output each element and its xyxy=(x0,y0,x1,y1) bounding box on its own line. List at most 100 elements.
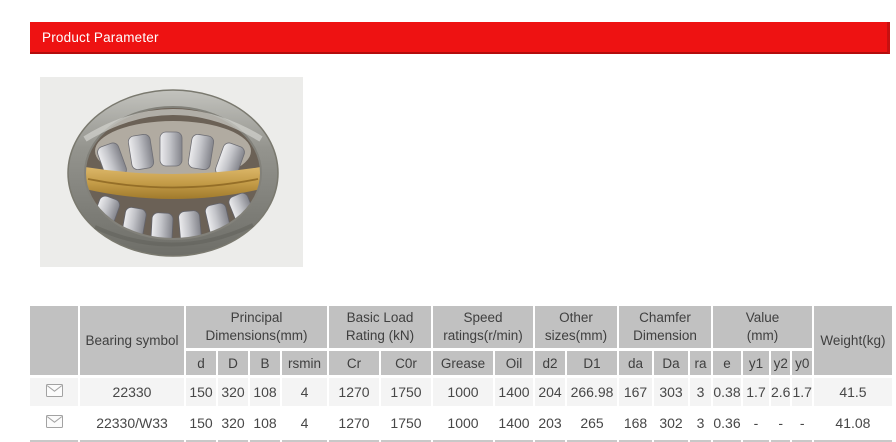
value-cell: - xyxy=(743,409,769,437)
value-cell: 1270 xyxy=(329,378,379,406)
bearing-photo xyxy=(40,77,303,267)
table-subheader-row: d D B rsmin Cr C0r Grease Oil d2 D1 da D… xyxy=(30,351,892,375)
col-header-ra: ra xyxy=(690,351,711,375)
group-header-speed-ratings: Speed ratings(r/min) xyxy=(433,306,533,348)
value-cell: 3 xyxy=(690,409,711,437)
corner-header-cell xyxy=(30,306,78,375)
mail-icon xyxy=(45,384,63,397)
value-cell: 3 xyxy=(690,378,711,406)
partial-cell xyxy=(186,440,216,442)
value-cell: 1750 xyxy=(381,409,431,437)
col-header-da: da xyxy=(619,351,652,375)
value-cell: 168 xyxy=(619,409,652,437)
value-cell: 320 xyxy=(218,409,248,437)
value-cell: 1.7 xyxy=(743,378,769,406)
col-header-grease: Grease xyxy=(433,351,493,375)
value-cell: 0.36 xyxy=(713,409,741,437)
partial-cell xyxy=(690,440,711,442)
bearing-symbol-header: Bearing symbol xyxy=(80,306,184,375)
parameter-table: Bearing symbol Principal Dimensions(mm) … xyxy=(28,303,894,442)
value-cell: 150 xyxy=(186,409,216,437)
col-header-d1: D1 xyxy=(567,351,617,375)
weight-cell: 41.5 xyxy=(813,378,892,406)
value-cell: 4 xyxy=(282,378,327,406)
section-title: Product Parameter xyxy=(42,29,159,45)
value-cell: 303 xyxy=(654,378,688,406)
value-cell: 302 xyxy=(654,409,688,437)
value-cell: - xyxy=(792,409,812,437)
mail-cell[interactable] xyxy=(30,409,78,437)
col-header-rsmin: rsmin xyxy=(282,351,327,375)
partial-cell xyxy=(792,440,812,442)
value-cell: 1270 xyxy=(329,409,379,437)
col-header-y2: y2 xyxy=(771,351,791,375)
weight-cell: 41.08 xyxy=(813,409,892,437)
col-header-b: B xyxy=(250,351,280,375)
group-header-principal-dimensions: Principal Dimensions(mm) xyxy=(186,306,327,348)
partial-cell xyxy=(80,440,184,442)
col-header-y1: y1 xyxy=(743,351,769,375)
partial-cell xyxy=(567,440,617,442)
value-cell: 203 xyxy=(535,409,565,437)
value-cell: 266.98 xyxy=(567,378,617,406)
value-cell: 204 xyxy=(535,378,565,406)
value-cell: 1750 xyxy=(381,378,431,406)
value-cell: 1400 xyxy=(495,378,533,406)
bearing-symbol-cell: 22330 xyxy=(80,378,184,406)
bearing-symbol-cell: 22330/W33 xyxy=(80,409,184,437)
value-cell: 2.6 xyxy=(771,378,791,406)
value-cell: 167 xyxy=(619,378,652,406)
group-header-value-mm: Value (mm) xyxy=(713,306,812,348)
partial-cell xyxy=(433,440,493,442)
partial-next-row xyxy=(30,440,892,442)
mail-icon xyxy=(45,415,63,428)
value-cell: 4 xyxy=(282,409,327,437)
section-header-bar: Product Parameter xyxy=(30,22,890,54)
table-body: 22330 150 320 108 4 1270 1750 1000 1400 204 266.98… xyxy=(30,378,892,442)
table-row: 22330 150 320 108 4 1270 1750 1000 1400 204 266.98… xyxy=(30,378,892,406)
value-cell: 108 xyxy=(250,409,280,437)
col-header-d: d xyxy=(186,351,216,375)
value-cell: - xyxy=(771,409,791,437)
product-image xyxy=(40,77,303,267)
col-header-da-cap: Da xyxy=(654,351,688,375)
col-header-e: e xyxy=(713,351,741,375)
partial-cell xyxy=(381,440,431,442)
table-row: 22330/W33 150 320 108 4 1270 1750 1000 1400 203 26… xyxy=(30,409,892,437)
partial-cell xyxy=(250,440,280,442)
value-cell: 1000 xyxy=(433,378,493,406)
value-cell: 265 xyxy=(567,409,617,437)
col-header-y0: y0 xyxy=(792,351,812,375)
partial-cell xyxy=(535,440,565,442)
value-cell: 150 xyxy=(186,378,216,406)
group-header-chamfer-dimension: Chamfer Dimension xyxy=(619,306,711,348)
group-header-other-sizes: Other sizes(mm) xyxy=(535,306,617,348)
table-group-header-row: Bearing symbol Principal Dimensions(mm) … xyxy=(30,306,892,375)
partial-cell xyxy=(282,440,327,442)
partial-cell xyxy=(619,440,652,442)
partial-cell xyxy=(813,440,892,442)
weight-header: Weight(kg) xyxy=(813,306,892,375)
col-header-c0r: C0r xyxy=(381,351,431,375)
partial-cell xyxy=(495,440,533,442)
col-header-d-cap: D xyxy=(218,351,248,375)
value-cell: 1000 xyxy=(433,409,493,437)
value-cell: 1400 xyxy=(495,409,533,437)
value-cell: 0.38 xyxy=(713,378,741,406)
col-header-cr: Cr xyxy=(329,351,379,375)
partial-cell xyxy=(713,440,741,442)
value-cell: 1.7 xyxy=(792,378,812,406)
partial-cell xyxy=(218,440,248,442)
partial-cell xyxy=(771,440,791,442)
partial-cell xyxy=(743,440,769,442)
partial-cell xyxy=(329,440,379,442)
partial-cell xyxy=(30,440,78,442)
partial-cell xyxy=(654,440,688,442)
col-header-d2: d2 xyxy=(535,351,565,375)
mail-cell[interactable] xyxy=(30,378,78,406)
group-header-basic-load-rating: Basic Load Rating (kN) xyxy=(329,306,431,348)
value-cell: 320 xyxy=(218,378,248,406)
col-header-oil: Oil xyxy=(495,351,533,375)
value-cell: 108 xyxy=(250,378,280,406)
